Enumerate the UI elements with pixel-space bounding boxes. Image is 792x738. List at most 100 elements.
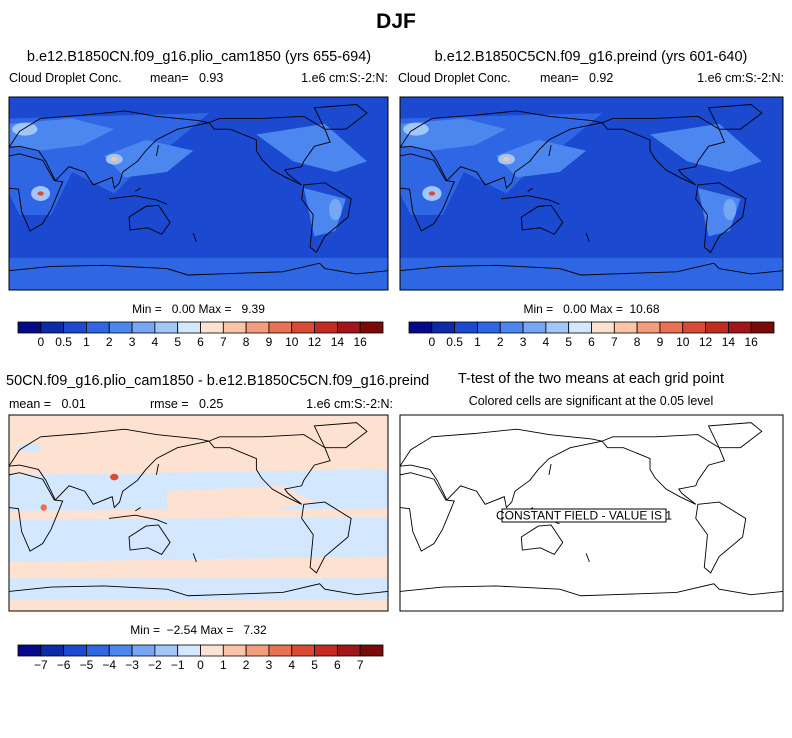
- colorbar-label: 8: [634, 335, 641, 349]
- colorbar-box: [431, 321, 456, 334]
- center-string: mean= 0.92: [540, 71, 613, 85]
- polar-band: [400, 257, 783, 290]
- colorbar-label: 1: [474, 335, 481, 349]
- min-max: Min = 0.00 Max = 9.39: [132, 302, 265, 316]
- colorbar-box: [131, 321, 156, 334]
- hotspot: [37, 191, 44, 196]
- colorbar-box: [268, 321, 293, 334]
- colorbar-label: 6: [334, 658, 341, 672]
- colorbar-label: −4: [102, 658, 116, 672]
- hotspot: [12, 122, 38, 136]
- panel: 50CN.f09_g16.plio_cam1850 - b.e12.B1850C…: [6, 373, 429, 672]
- colorbar-label: 5: [174, 335, 181, 349]
- colorbar-box: [314, 644, 338, 657]
- colorbar-label: 16: [354, 335, 368, 349]
- colorbar-box: [336, 321, 361, 334]
- colorbar-box: [359, 644, 384, 657]
- map-frame: [399, 414, 784, 612]
- panel-subtitle: Colored cells are significant at the 0.0…: [469, 394, 714, 408]
- colorbar-box: [336, 644, 361, 657]
- colorbar-label: −3: [125, 658, 139, 672]
- colorbar-box: [108, 321, 133, 334]
- colorbar-label: 5: [565, 335, 572, 349]
- colorbar-label: 2: [243, 658, 250, 672]
- map-field: [9, 415, 388, 611]
- polar-band: [9, 257, 388, 290]
- colorbar-label: −7: [34, 658, 48, 672]
- center-string: mean= 0.93: [150, 71, 223, 85]
- plume: [495, 139, 587, 178]
- colorbar-box: [154, 321, 179, 334]
- map-field: [9, 97, 388, 290]
- colorbar-box: [245, 644, 270, 657]
- colorbar-label: 4: [543, 335, 550, 349]
- colorbar-box: [522, 321, 547, 334]
- colorbar-box: [545, 321, 570, 334]
- colorbar-box: [477, 321, 501, 334]
- colorbar-box: [291, 321, 315, 334]
- positive-band: [9, 508, 388, 520]
- panel-title: 50CN.f09_g16.plio_cam1850 - b.e12.B1850C…: [6, 373, 429, 389]
- right-string: 1.e6 cm:S:-2:N:: [306, 397, 393, 411]
- plume: [103, 139, 194, 178]
- colorbar-label: 4: [152, 335, 159, 349]
- colorbar-label: 0: [428, 335, 435, 349]
- colorbar-label: 4: [288, 658, 295, 672]
- panel-title: b.e12.B1850CN.f09_g16.plio_cam1850 (yrs …: [27, 49, 371, 65]
- negative-band: [9, 578, 388, 601]
- colorbar-label: −2: [148, 658, 162, 672]
- hotspot: [40, 504, 47, 511]
- colorbar-box: [659, 321, 684, 334]
- right-string: 1.e6 cm:S:-2:N:: [697, 71, 784, 85]
- colorbar-box: [177, 644, 201, 657]
- colorbar-box: [636, 321, 661, 334]
- figure-title: DJF: [376, 10, 416, 33]
- hotspot: [111, 157, 118, 162]
- colorbar-box: [291, 644, 315, 657]
- colorbar-label: 9: [657, 335, 664, 349]
- left-string: Cloud Droplet Conc.: [398, 71, 511, 85]
- colorbar-label: −6: [57, 658, 71, 672]
- map-field: [400, 97, 783, 290]
- colorbar-label: 5: [311, 658, 318, 672]
- colorbar-box: [63, 321, 87, 334]
- colorbar-label: 6: [588, 335, 595, 349]
- hotspot: [110, 473, 119, 481]
- colorbar-label: 12: [699, 335, 713, 349]
- constant-field-note: CONSTANT FIELD - VALUE IS 1: [496, 509, 672, 523]
- plume: [256, 123, 367, 173]
- center-string: rmse = 0.25: [150, 397, 223, 411]
- map-frame: [8, 96, 389, 291]
- note-box: [501, 508, 667, 523]
- colorbar-label: −5: [80, 658, 94, 672]
- left-string: mean = 0.01: [9, 397, 86, 411]
- colorbar-label: 2: [106, 335, 113, 349]
- colorbar-label: 7: [220, 335, 227, 349]
- colorbar-label: 3: [520, 335, 527, 349]
- colorbar-box: [222, 321, 247, 334]
- colorbar-box: [682, 321, 706, 334]
- colorbar-box: [591, 321, 615, 334]
- colorbar-box: [705, 321, 729, 334]
- colorbar-label: 1: [83, 335, 90, 349]
- colorbar-box: [268, 644, 293, 657]
- colorbar-box: [154, 644, 179, 657]
- colorbar-label: 0: [37, 335, 44, 349]
- colorbar-box: [727, 321, 752, 334]
- colorbar-box: [222, 644, 247, 657]
- colorbar-box: [17, 644, 42, 657]
- hotspot: [17, 443, 43, 453]
- hotspot: [329, 198, 342, 221]
- colorbar-box: [200, 321, 224, 334]
- map-frame: [8, 414, 389, 612]
- hotspot: [403, 122, 429, 136]
- colorbar-label: 1: [220, 658, 227, 672]
- colorbar-label: 0.5: [55, 335, 72, 349]
- colorbar-box: [499, 321, 524, 334]
- colorbar-label: 16: [745, 335, 759, 349]
- colorbar-box: [359, 321, 384, 334]
- colorbar-label: 14: [722, 335, 736, 349]
- colorbar-box: [750, 321, 775, 334]
- colorbar-box: [40, 644, 65, 657]
